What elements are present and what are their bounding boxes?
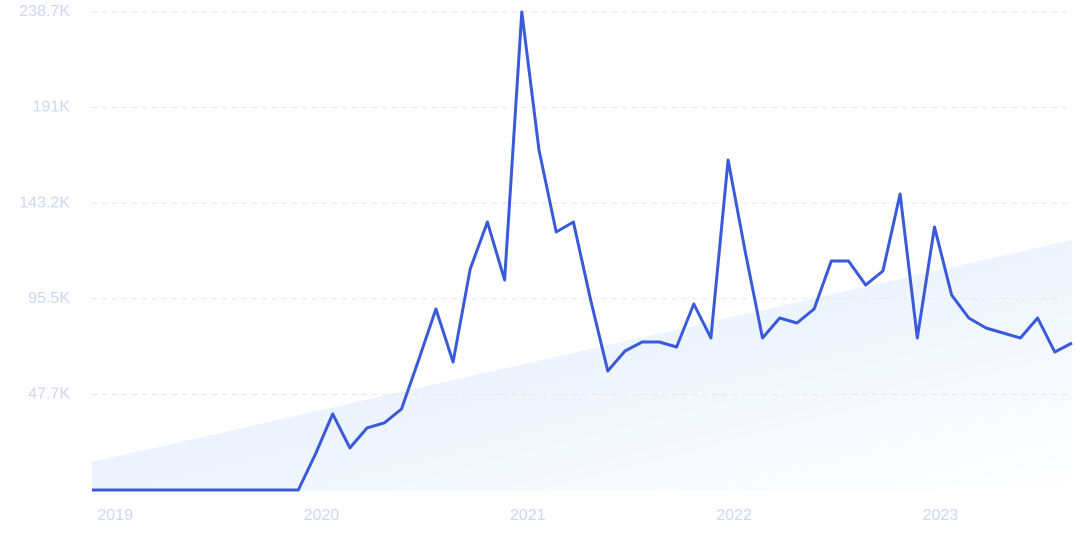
x-tick-label: 2021 (510, 507, 546, 524)
x-tick-label: 2022 (716, 507, 752, 524)
x-tick-label: 2019 (97, 507, 133, 524)
trend-area (92, 240, 1072, 491)
trend-line (92, 10, 1073, 492)
x-tick-label: 2020 (304, 507, 340, 524)
y-tick-label: 238.7K (19, 3, 70, 20)
y-tick-label: 143.2K (19, 194, 70, 211)
y-tick-label: 191K (33, 99, 71, 116)
y-tick-label: 95.5K (28, 290, 70, 307)
y-tick-label: 47.7K (28, 386, 70, 403)
x-tick-label: 2023 (923, 507, 959, 524)
